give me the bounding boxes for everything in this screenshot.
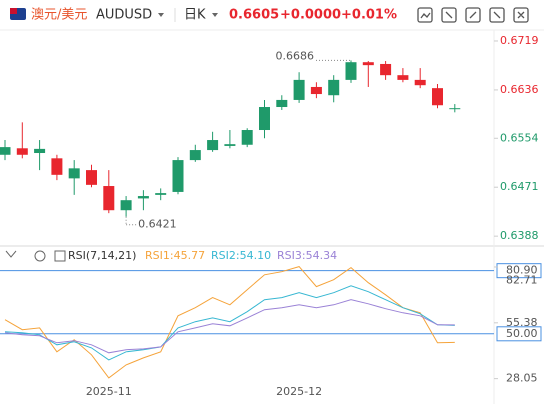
change: +0.0000 [280,8,341,23]
candle-body [328,79,340,96]
rsi-line [4,299,455,354]
period[interactable]: 日K [184,8,206,23]
dropdown-arrow[interactable] [212,13,218,17]
y-tick-label: 0.6719 [500,34,539,47]
reference-label-box [496,263,542,279]
candle-body [137,196,149,199]
candle-body [51,158,63,175]
y-tick-label: 0.6471 [500,180,539,193]
legend-entry: RSI1:45.77 [145,249,205,262]
rsi-line [4,285,455,361]
candle-body [224,144,236,146]
price: 0.6605 [229,8,279,23]
tool-icon[interactable] [441,7,457,23]
y-tick-label: 82.71 [506,274,538,287]
candle-body [241,130,253,145]
y-tick-label: 0.6636 [500,83,539,96]
candle-body [414,79,426,86]
high-label: 0.6686 [276,49,315,62]
candle-body [362,62,374,66]
candle-body [207,140,219,151]
y-tick-label: 28.05 [506,372,538,385]
x-tick-label: 2025-11 [86,385,132,398]
candle-body [68,168,80,179]
candle-body [0,147,11,155]
x-tick-label: 2025-12 [276,385,322,398]
legend-entry: RSI3:54.34 [277,249,337,262]
reference-label: 80.90 [506,264,538,277]
candle-body [189,150,201,161]
pair-name[interactable]: 澳元/美元 [31,7,87,23]
candle-body [34,148,46,154]
tool-icon[interactable] [465,7,481,23]
tool-icon[interactable] [417,7,433,23]
indicator-icon[interactable] [54,250,66,262]
y-tick-label: 0.6554 [500,131,539,144]
candle-body [103,186,115,211]
candle-body [120,200,132,211]
indicator-name[interactable]: RSI(7,14,21) [68,249,136,262]
tool-icon[interactable] [513,7,529,23]
candle-body [380,63,392,76]
candle-body [397,75,409,80]
header: 澳元/美元 AUDUSD 日K 0.6605 +0.0000 +0.01% [0,7,544,31]
reference-label-box [496,326,542,342]
y-tick-label: 0.6388 [500,229,539,242]
candle-body [155,193,167,195]
y-tick-label: 55.38 [506,316,538,329]
candle-body [16,148,28,155]
change-pct: +0.01% [341,8,397,23]
reference-label: 50.00 [506,327,538,340]
low-label: 0.6421 [138,218,177,231]
dropdown-arrow[interactable] [158,13,164,17]
flag-icon [10,8,17,14]
candle-body [310,86,322,95]
rsi-line [4,266,455,379]
candle-body [172,160,184,192]
symbol[interactable]: AUDUSD [96,8,152,23]
settings-icon[interactable] [34,250,46,262]
candle-body [276,99,288,108]
indicator-bar: RSI(7,14,21) [5,249,136,262]
candle-body [432,88,443,106]
candle-body [345,62,357,80]
collapse-icon[interactable] [5,250,17,258]
candle-body [293,79,305,100]
candle-body [449,108,461,110]
tool-icon[interactable] [489,7,505,23]
legend-entry: RSI2:54.10 [211,249,271,262]
candle-body [86,170,97,185]
candle-body [259,107,270,131]
